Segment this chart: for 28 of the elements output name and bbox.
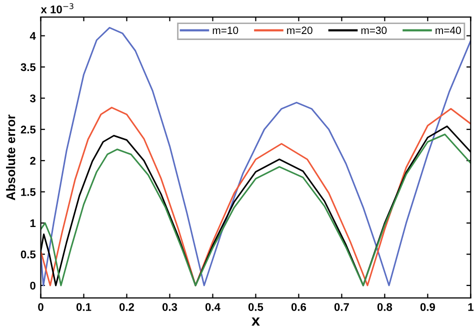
x-tick-label: 0 (38, 303, 44, 311)
y-tick-label: 4 (30, 32, 36, 40)
y-tick-label: 3 (30, 94, 36, 102)
y-tick-label: 1 (30, 219, 36, 228)
y-tick-label: 0 (30, 282, 36, 290)
x-tick-label: 0.3 (162, 303, 178, 311)
legend-label: m=20 (287, 26, 312, 34)
x-tick-label: 0.1 (76, 303, 92, 311)
y-tick-label: 0.5 (20, 250, 36, 258)
y-tick-label: 1.5 (21, 188, 36, 196)
legend-label: m=40 (436, 26, 461, 34)
y-tick-label: 3.5 (20, 63, 36, 72)
x-tick-label: 0.7 (334, 303, 349, 311)
text: x 10$^{−3}$ (40, 3, 74, 14)
line-series (40, 26, 471, 286)
x-axis-title: x (252, 318, 260, 326)
legend-label: m=30 (361, 26, 387, 34)
y-tick-label: 2.5 (20, 126, 36, 134)
x-tick-label: 0.4 (205, 303, 220, 311)
y-axis-title: Absolute error (6, 114, 16, 200)
x-tick-label: 0.2 (119, 303, 134, 311)
x-tick-label: 0.9 (420, 303, 435, 311)
x-tick-label: 0.5 (248, 303, 264, 311)
x-tick-label: 0.8 (377, 303, 392, 311)
x-tick-label: 1 (468, 303, 474, 311)
legend-label: m=10 (212, 26, 238, 34)
y-tick-label: 2 (30, 156, 36, 165)
x-tick-label: 0.6 (291, 303, 306, 311)
